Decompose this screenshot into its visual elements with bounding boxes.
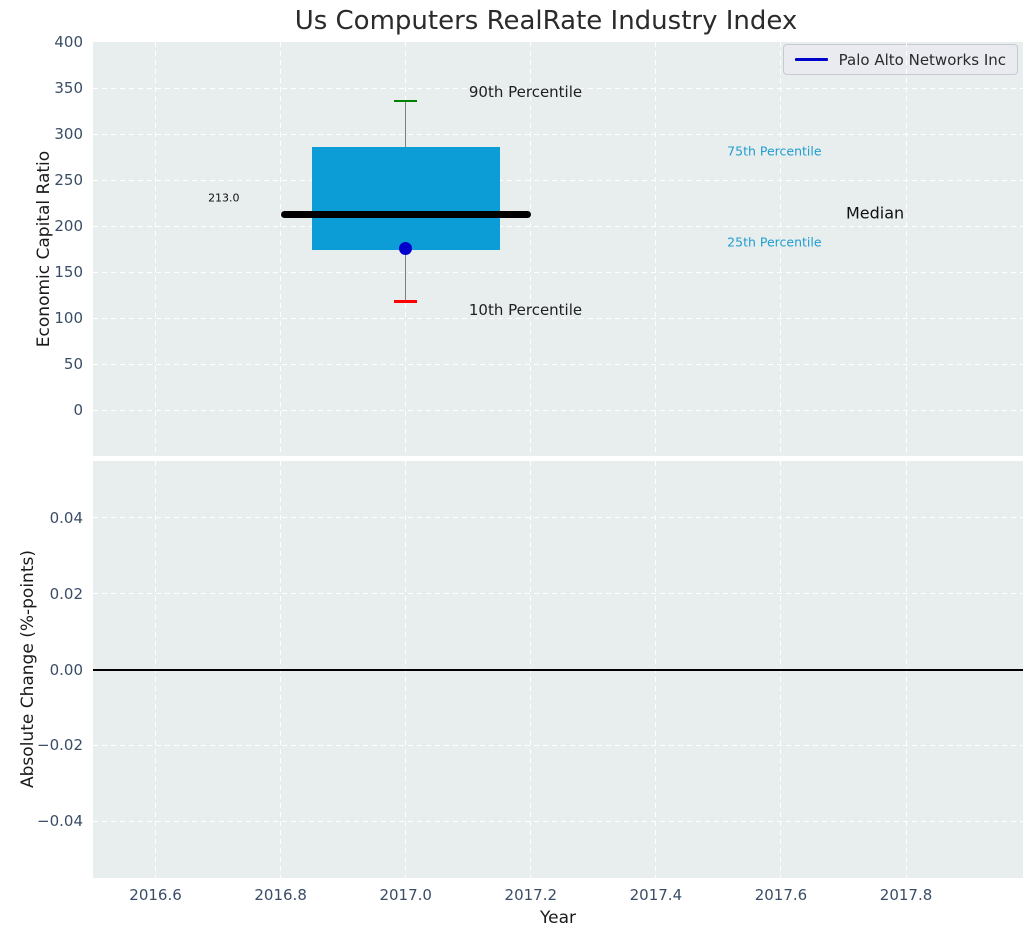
y-tick-0.00: 0.00 xyxy=(49,660,83,679)
y-axis-label-top: Economic Capital Ratio xyxy=(34,150,54,348)
zero-line xyxy=(93,668,1023,671)
gridline-y-350 xyxy=(93,87,1023,89)
y-tick-300: 300 xyxy=(54,125,83,143)
legend-series-label: Palo Alto Networks Inc xyxy=(838,50,1006,69)
x-tick-2017.8: 2017.8 xyxy=(879,886,933,904)
y-tick-150: 150 xyxy=(54,263,83,281)
gridline-x-2016.8 xyxy=(280,42,282,456)
x-tick-2017.2: 2017.2 xyxy=(504,886,558,904)
gridline-y-−0.04 xyxy=(93,820,1023,822)
y-tick-−0.04: −0.04 xyxy=(37,812,83,831)
gridline-y-200 xyxy=(93,225,1023,227)
y-tick-400: 400 xyxy=(54,33,83,51)
x-tick-2017.4: 2017.4 xyxy=(629,886,683,904)
gridline-y-0 xyxy=(93,409,1023,411)
x-tick-2017.6: 2017.6 xyxy=(754,886,808,904)
x-tick-2016.6: 2016.6 xyxy=(129,886,182,904)
gridline-x-2017.2 xyxy=(530,42,532,456)
y-tick-−0.02: −0.02 xyxy=(37,736,83,755)
y-tick-350: 350 xyxy=(54,79,83,97)
gridline-y-0.02 xyxy=(93,593,1023,595)
gridline-y-−0.02 xyxy=(93,744,1023,746)
cap-90th-percentile xyxy=(394,99,417,103)
top-axes xyxy=(93,42,1023,456)
gridline-y-150 xyxy=(93,271,1023,273)
gridline-x-2017.6 xyxy=(780,42,782,456)
y-tick-0: 0 xyxy=(73,401,83,419)
x-axis-label: Year xyxy=(540,908,576,928)
y-tick-50: 50 xyxy=(63,355,83,373)
iqr-box xyxy=(311,146,500,250)
gridline-y-50 xyxy=(93,363,1023,365)
label-25th-percentile: 25th Percentile xyxy=(727,234,822,250)
gridline-x-2017.4 xyxy=(655,42,657,456)
y-tick-0.02: 0.02 xyxy=(49,584,83,603)
chart-title: Us Computers RealRate Industry Index xyxy=(294,6,798,36)
gridline-y-300 xyxy=(93,133,1023,135)
legend: Palo Alto Networks Inc xyxy=(782,44,1018,75)
gridline-x-2016.6 xyxy=(155,42,157,456)
y-tick-100: 100 xyxy=(54,309,83,327)
label-median: Median xyxy=(846,203,905,223)
gridline-y-0.04 xyxy=(93,517,1023,519)
y-tick-250: 250 xyxy=(54,171,83,189)
label-75th-percentile: 75th Percentile xyxy=(727,143,822,159)
gridline-x-2017.8 xyxy=(905,42,907,456)
label-10th-percentile: 10th Percentile xyxy=(468,300,583,319)
legend-line-swatch-icon xyxy=(794,58,828,61)
company-marker-dot xyxy=(399,241,413,255)
gridline-y-250 xyxy=(93,179,1023,181)
cap-10th-percentile xyxy=(394,300,417,303)
x-tick-2017.0: 2017.0 xyxy=(379,886,432,904)
label-median-value: 213.0 xyxy=(208,191,240,205)
y-tick-0.04: 0.04 xyxy=(49,508,83,527)
gridline-y-100 xyxy=(93,317,1023,319)
x-tick-2016.8: 2016.8 xyxy=(254,886,307,904)
median-line xyxy=(280,210,531,218)
y-tick-200: 200 xyxy=(54,217,83,235)
label-90th-percentile: 90th Percentile xyxy=(468,82,583,101)
